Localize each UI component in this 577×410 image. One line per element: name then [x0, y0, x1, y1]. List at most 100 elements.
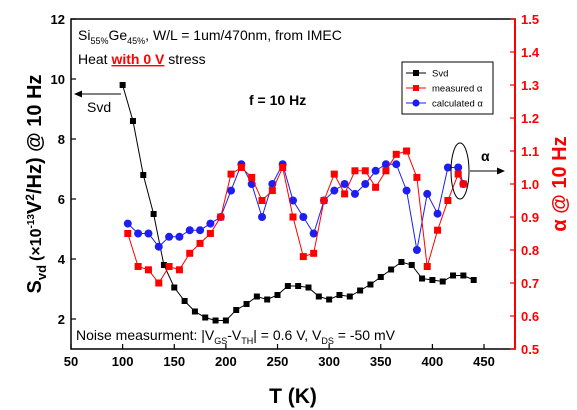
measured-alpha-point	[459, 180, 467, 188]
heat-suffix: stress	[164, 51, 205, 67]
legend: Svd measured α calculated α	[401, 61, 494, 115]
y-right-tick-label: 1.5	[521, 12, 539, 27]
y-left-tick-label: 8	[58, 132, 65, 147]
svd-arrow-label: Svd	[87, 99, 111, 115]
x-tick-label: 50	[64, 354, 78, 369]
sample-si: Si	[78, 27, 90, 43]
measured-alpha-point	[330, 170, 338, 178]
calculated-alpha-point	[402, 186, 411, 195]
sample-ge-sub: 45%	[127, 36, 145, 46]
svd-point	[191, 308, 198, 315]
measured-alpha-point	[341, 190, 349, 198]
measured-alpha-point	[351, 167, 359, 175]
y-left-tick-label: 2	[58, 312, 65, 327]
measured-alpha-point	[413, 173, 421, 181]
calculated-alpha-point	[206, 219, 215, 228]
svd-point	[202, 314, 209, 321]
svd-point	[388, 266, 395, 273]
measured-alpha-point	[165, 263, 173, 270]
svd-point	[470, 277, 477, 283]
y-left-title-sub: vd	[34, 265, 49, 280]
svd-point	[367, 281, 374, 288]
legend-measured-marker	[413, 85, 419, 91]
measured-alpha-point	[372, 183, 380, 191]
calculated-alpha-point	[175, 232, 184, 241]
noise-measurement-label: Noise measurment: |VGS-VTH| = 0.6 V, VDS…	[76, 327, 396, 346]
heat-prefix: Heat	[78, 51, 111, 67]
svd-point	[450, 272, 457, 279]
noise-ds: DS	[321, 336, 334, 346]
svd-point	[171, 284, 178, 291]
measured-alpha-point	[237, 164, 245, 171]
heat-emph: with 0 V	[110, 51, 165, 67]
calculated-alpha-point	[371, 166, 380, 175]
calculated-alpha-point	[412, 246, 421, 254]
y-left-tick-label: 10	[51, 72, 65, 87]
measured-alpha-point	[434, 226, 442, 234]
y-left-axis-title: Svd (×10-13V2/Hz) @ 10 Hz	[23, 75, 49, 294]
measured-alpha-point	[217, 213, 225, 221]
y-right-tick-label: 1.4	[521, 45, 540, 60]
noise-prefix: Noise measurment: |V	[76, 327, 215, 343]
measured-alpha-point	[268, 187, 276, 195]
noise-mid2: | = 0.6 V, V	[253, 327, 322, 343]
svd-point	[460, 272, 467, 279]
svd-point	[222, 317, 229, 324]
svd-point	[429, 277, 436, 283]
calculated-alpha-point	[134, 229, 143, 238]
svd-point	[212, 317, 219, 324]
y-left-title-sq: 2	[23, 194, 37, 201]
measured-alpha-point	[248, 173, 256, 181]
y-left-tick-label: 12	[51, 12, 65, 27]
y-right-tick-label: 0.7	[521, 276, 539, 291]
measured-alpha-point	[320, 197, 328, 204]
measured-alpha-point	[361, 167, 369, 175]
svd-point	[243, 301, 250, 307]
measured-alpha-point	[155, 279, 163, 287]
x-tick-label: 400	[422, 354, 444, 369]
svd-point	[253, 293, 260, 300]
measured-alpha-point	[258, 197, 266, 204]
svd-point	[264, 296, 271, 303]
measured-alpha-point	[206, 230, 214, 237]
measured-alpha-point	[392, 150, 400, 158]
svd-point	[150, 211, 157, 217]
y-left-title-rest: V	[24, 200, 46, 214]
noise-mid: -V	[227, 327, 242, 343]
svd-point	[357, 287, 364, 294]
y-right-tick-label: 0.6	[521, 309, 539, 324]
calculated-alpha-point	[381, 160, 390, 169]
svd-point	[439, 278, 446, 285]
calculated-alpha-point	[185, 226, 194, 235]
noise-th: TH	[241, 336, 253, 346]
calculated-alpha-point	[299, 213, 308, 221]
calculated-alpha-point	[392, 160, 401, 169]
legend-calculated-marker	[412, 99, 420, 107]
x-tick-label: 300	[318, 354, 340, 369]
calculated-alpha-point	[227, 186, 236, 195]
x-tick-label: 200	[215, 354, 237, 369]
legend-svd-marker	[413, 70, 419, 76]
svd-point	[346, 293, 353, 300]
svd-arrow-head	[74, 90, 82, 98]
measured-alpha-point	[403, 147, 411, 155]
sample-rest: , W/L = 1um/470nm, from IMEC	[145, 27, 342, 43]
y-left-title-exp: -13	[26, 214, 37, 229]
measured-alpha-point	[186, 249, 194, 257]
legend-measured-label: measured α	[432, 84, 483, 95]
svd-point	[408, 262, 415, 268]
calculated-alpha-point	[165, 232, 174, 241]
measured-alpha-point	[454, 170, 462, 178]
calculated-alpha-line	[127, 162, 464, 251]
y-right-tick-label: 1.2	[521, 111, 539, 126]
noise-gs: GS	[214, 336, 227, 346]
x-tick-label: 350	[370, 354, 392, 369]
calculated-alpha-point	[443, 163, 452, 172]
svd-point	[181, 298, 188, 304]
calculated-alpha-point	[433, 209, 442, 218]
calculated-alpha-point	[123, 219, 132, 228]
measured-alpha-point	[124, 230, 132, 237]
calculated-alpha-point	[154, 242, 163, 251]
calculated-alpha-point	[258, 213, 267, 221]
